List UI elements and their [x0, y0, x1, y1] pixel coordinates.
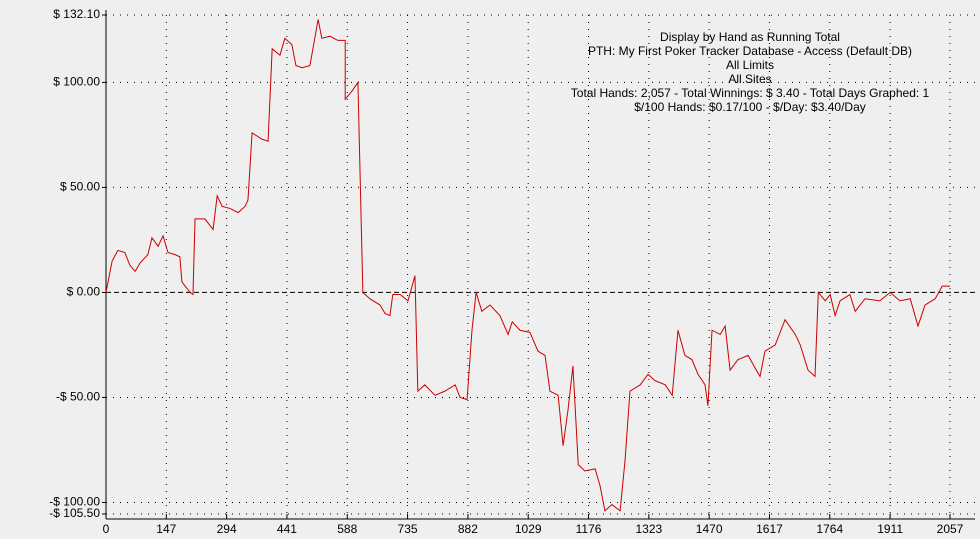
y-tick-label: $ 100.00 — [53, 75, 100, 89]
series-line — [105, 19, 950, 512]
y-tick-label: -$ 100.00 — [49, 495, 100, 509]
x-tick-label: 0 — [103, 522, 110, 536]
x-tick-label: 2057 — [937, 522, 964, 536]
y-tick-label: -$ 50.00 — [56, 390, 100, 404]
x-tick-label: 1617 — [756, 522, 783, 536]
annotation: Display by Hand as Running Total — [660, 30, 840, 44]
x-tick-label: 1764 — [816, 522, 843, 536]
annotation: $/100 Hands: $0.17/100 - $/Day: $3.40/Da… — [634, 100, 866, 114]
y-tick-label: -$ 105.50 — [49, 506, 100, 520]
x-tick-label: 735 — [398, 522, 418, 536]
x-tick-label: 1029 — [515, 522, 542, 536]
annotation: All Sites — [728, 72, 771, 86]
x-tick-label: 588 — [337, 522, 357, 536]
y-tick-label: $ 132.10 — [53, 7, 100, 21]
annotation: Total Hands: 2,057 - Total Winnings: $ 3… — [571, 86, 930, 100]
x-tick-label: 147 — [156, 522, 176, 536]
y-tick-label: $ 0.00 — [67, 285, 101, 299]
x-tick-label: 1470 — [696, 522, 723, 536]
x-tick-label: 1176 — [576, 522, 602, 536]
annotation: All Limits — [726, 58, 774, 72]
x-tick-label: 882 — [458, 522, 478, 536]
y-tick-label: $ 50.00 — [60, 180, 100, 194]
x-tick-label: 1323 — [635, 522, 662, 536]
annotation: PTH: My First Poker Tracker Database - A… — [588, 44, 912, 58]
x-tick-label: 294 — [217, 522, 237, 536]
x-tick-label: 441 — [277, 522, 297, 536]
x-tick-label: 1911 — [877, 522, 903, 536]
